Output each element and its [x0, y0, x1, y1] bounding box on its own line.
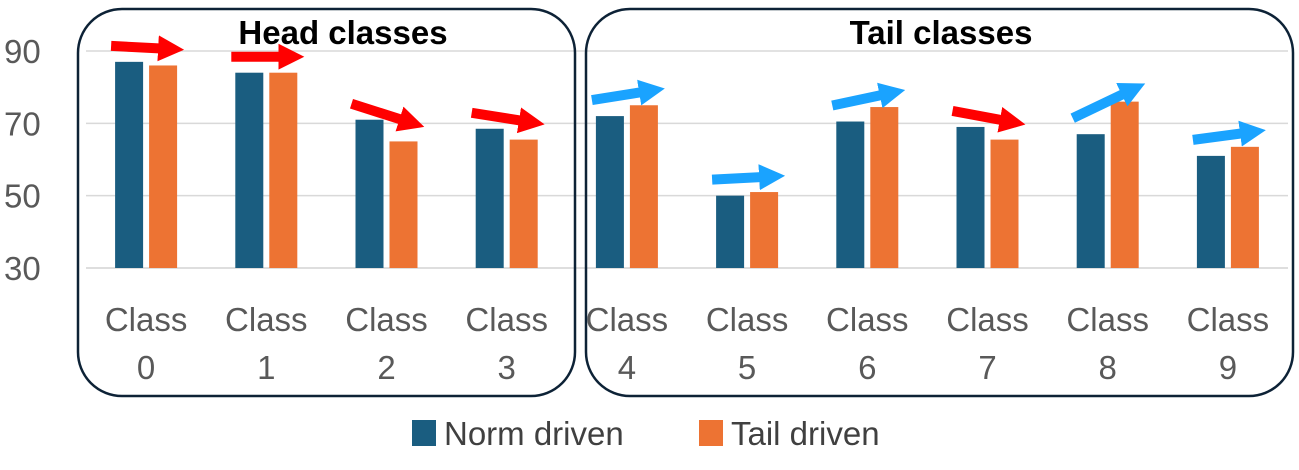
- bar-tail-driven: [269, 72, 298, 268]
- x-tick-label-line: Class: [586, 301, 669, 338]
- bar-tail-driven: [629, 105, 658, 268]
- change-arrow-increase: [831, 82, 906, 111]
- x-tick-label-line: 5: [738, 349, 756, 386]
- change-arrow-decrease: [951, 106, 1026, 133]
- bar-norm-driven: [475, 128, 504, 268]
- bar-tail-driven: [750, 192, 779, 268]
- x-tick-label-line: 8: [1099, 349, 1117, 386]
- change-arrow-increase: [1070, 82, 1146, 123]
- x-tick-label-line: Class: [706, 301, 789, 338]
- x-tick-label: Class 9: [1187, 301, 1270, 386]
- x-tick-label-line: 6: [858, 349, 876, 386]
- change-arrow-decrease: [110, 35, 185, 62]
- x-tick-label-line: 4: [618, 349, 636, 386]
- class-groups: Head classes Tail classes: [76, 7, 1295, 398]
- bar-norm-driven: [956, 126, 985, 268]
- y-tick-label: 90: [4, 33, 41, 70]
- x-tick-label-line: 0: [137, 349, 155, 386]
- x-tick-label: Class 4: [586, 301, 669, 386]
- legend: Norm driven Tail driven: [412, 415, 880, 452]
- change-arrow-decrease: [470, 107, 545, 134]
- bar-tail-driven: [389, 141, 418, 268]
- x-tick-label-line: Class: [105, 301, 188, 338]
- group-box: [584, 7, 1295, 398]
- bar-tail-driven: [990, 139, 1019, 268]
- change-arrow-increase: [591, 79, 665, 106]
- x-tick-label-line: 9: [1219, 349, 1237, 386]
- group-title: Head classes: [238, 14, 447, 51]
- legend-label: Norm driven: [444, 415, 624, 452]
- bar-tail-driven: [1230, 146, 1259, 268]
- x-tick-label: Class 3: [465, 301, 548, 386]
- x-tick-label: Class 5: [706, 301, 789, 386]
- x-tick-label-line: 1: [257, 349, 275, 386]
- bar-norm-driven: [1196, 155, 1225, 268]
- bar-norm-driven: [115, 61, 144, 268]
- x-tick-label: Class 2: [345, 301, 428, 386]
- bar-norm-driven: [716, 195, 745, 268]
- x-tick-label-line: Class: [465, 301, 548, 338]
- x-tick-label-line: Class: [345, 301, 428, 338]
- x-tick-label-line: 2: [377, 349, 395, 386]
- legend-swatch: [412, 420, 436, 446]
- x-tick-label-line: 3: [498, 349, 516, 386]
- x-tick-label: Class 6: [826, 301, 909, 386]
- x-tick-label-line: Class: [1187, 301, 1270, 338]
- x-tick-label: Class 8: [1066, 301, 1149, 386]
- bar-tail-driven: [509, 139, 538, 268]
- x-tick-label: Class 0: [105, 301, 188, 386]
- x-tick-label: Class 1: [225, 301, 308, 386]
- x-tick-label-line: Class: [826, 301, 909, 338]
- bar-tail-driven: [870, 107, 899, 268]
- y-axis-ticks: 30 50 70 90: [4, 33, 41, 287]
- gridlines: [86, 50, 1288, 269]
- bar-tail-driven: [149, 65, 178, 268]
- bars: [115, 61, 1259, 269]
- bar-norm-driven: [595, 116, 624, 268]
- x-tick-label: Class 7: [946, 301, 1029, 386]
- y-tick-label: 50: [4, 178, 41, 215]
- bar-norm-driven: [235, 72, 264, 268]
- group-title: Tail classes: [850, 14, 1033, 51]
- bar-norm-driven: [355, 119, 384, 268]
- change-arrow-increase: [711, 164, 786, 191]
- x-tick-label-line: 7: [978, 349, 996, 386]
- bar-tail-driven: [1110, 101, 1139, 268]
- bar-norm-driven: [836, 121, 865, 269]
- x-tick-label-line: Class: [225, 301, 308, 338]
- change-arrow-decrease: [349, 98, 425, 132]
- group-box: [76, 7, 577, 398]
- y-tick-label: 30: [4, 250, 41, 287]
- x-tick-label-line: Class: [1066, 301, 1149, 338]
- change-arrow-increase: [1192, 120, 1266, 147]
- legend-label: Tail driven: [731, 415, 880, 452]
- bar-norm-driven: [1076, 134, 1105, 268]
- y-tick-label: 70: [4, 105, 41, 142]
- x-tick-label-line: Class: [946, 301, 1029, 338]
- legend-swatch: [699, 420, 723, 446]
- change-arrows: [110, 35, 1266, 191]
